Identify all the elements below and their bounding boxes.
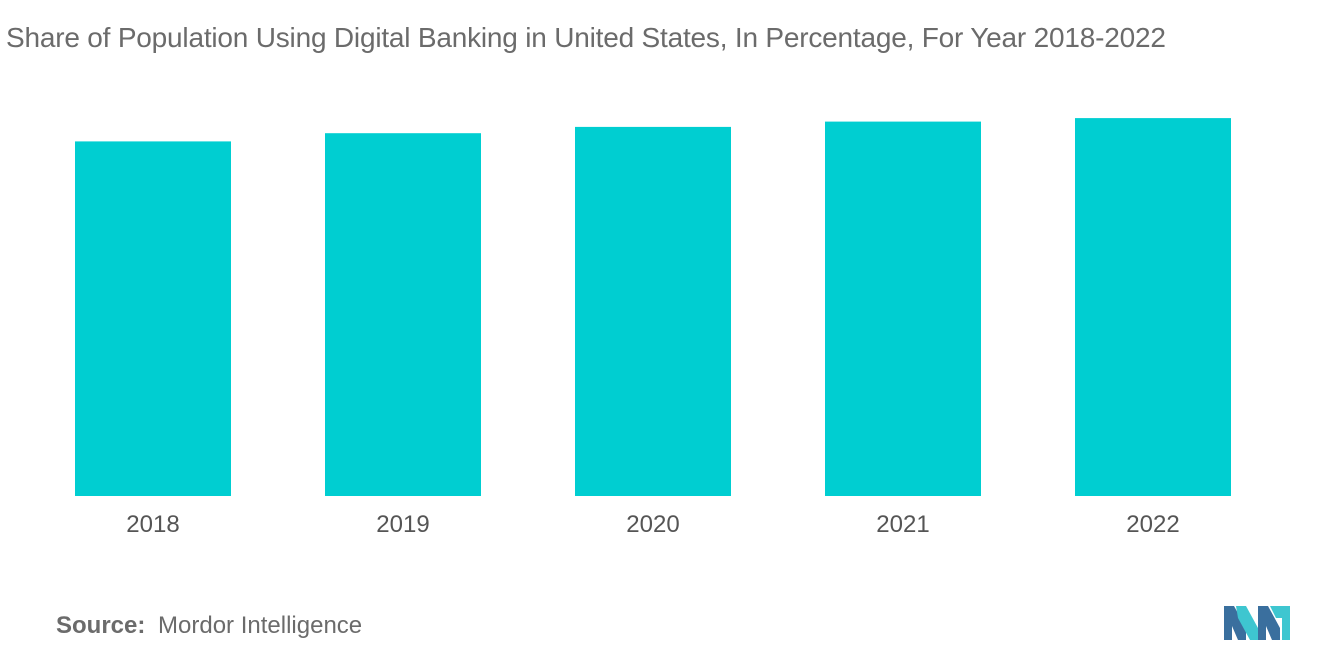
source-note: Source: Mordor Intelligence [56, 612, 362, 640]
x-tick-label-2019: 2019 [376, 511, 429, 538]
x-tick-labels-group: 2018 2019 2020 2021 2022 [126, 511, 1179, 538]
bar-2019 [325, 133, 481, 496]
x-tick-label-2022: 2022 [1126, 511, 1179, 538]
chart-title: Share of Population Using Digital Bankin… [6, 22, 1166, 53]
bars-group [75, 118, 1231, 497]
bar-chart: 2018 2019 2020 2021 2022 [75, 118, 1231, 538]
mordor-intelligence-logo-icon [1224, 606, 1290, 640]
x-tick-label-2021: 2021 [876, 511, 929, 538]
x-tick-label-2018: 2018 [126, 511, 179, 538]
bar-2021 [825, 121, 981, 496]
bar-2022 [1075, 118, 1231, 496]
source-label: Source: [56, 612, 146, 639]
bar-2020 [575, 126, 731, 497]
source-text: Mordor Intelligence [158, 612, 363, 639]
x-tick-label-2020: 2020 [626, 511, 679, 538]
bar-2018 [75, 141, 231, 496]
